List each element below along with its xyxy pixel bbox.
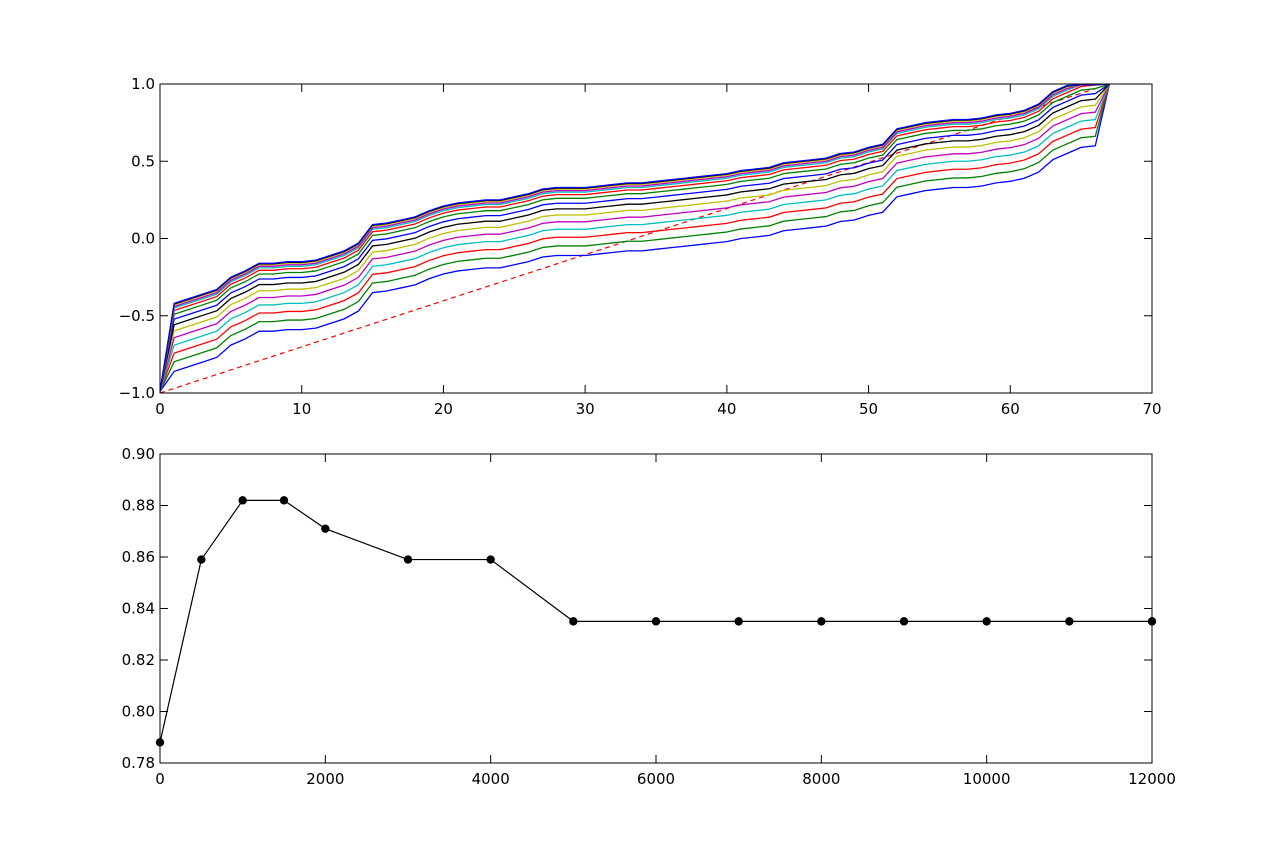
series-line-9 xyxy=(160,84,1110,392)
x-tick-label: 8000 xyxy=(802,770,840,788)
series-line-11 xyxy=(160,84,1110,392)
data-point xyxy=(238,496,247,505)
series-group xyxy=(160,84,1111,393)
data-point xyxy=(1065,617,1074,626)
data-point xyxy=(569,617,578,626)
data-point xyxy=(651,617,661,626)
plot-frame xyxy=(159,453,1153,764)
series-line-1 xyxy=(160,84,1111,392)
y-tick-label: 0.86 xyxy=(122,548,155,566)
data-point xyxy=(899,617,909,626)
data-point xyxy=(734,617,743,626)
y-tick-label: 0.90 xyxy=(122,445,155,463)
y-tick-label: 0.0 xyxy=(131,230,155,248)
series-line-13 xyxy=(160,84,1110,392)
data-point xyxy=(817,617,826,626)
series-line-4 xyxy=(160,84,1111,392)
series-line-12 xyxy=(160,84,1110,392)
y-tick-label: 0.78 xyxy=(122,754,155,772)
data-point xyxy=(403,555,413,564)
y-tick-label: −0.5 xyxy=(119,307,155,325)
plot-area xyxy=(160,84,1152,393)
x-tick-label: 20 xyxy=(434,400,453,418)
data-point xyxy=(1147,617,1157,626)
y-tick-label: 0.88 xyxy=(122,497,155,515)
top-line-chart: 0 10 20 30 40 50 60 70 −1.0 −0.5 0.0 0.5 1.0 xyxy=(119,75,1162,418)
bottom-line-chart: 0 2000 4000 6000 8000 10000 12000 0.78 0.80 0.82 0… xyxy=(122,445,1176,788)
x-tick-label: 40 xyxy=(717,400,736,418)
data-point xyxy=(982,617,991,626)
series-line-10 xyxy=(160,84,1110,392)
x-tick-label: 60 xyxy=(1001,400,1020,418)
series-line-6 xyxy=(160,84,1111,392)
x-tick-label: 12000 xyxy=(1128,770,1176,788)
x-tick-label: 30 xyxy=(576,400,595,418)
plot-frame xyxy=(159,83,1153,394)
series-line-5 xyxy=(160,84,1111,392)
x-tick-label: 6000 xyxy=(637,770,675,788)
y-tick-label: −1.0 xyxy=(119,384,155,402)
series-line-15 xyxy=(160,84,1110,392)
x-tick-label: 10 xyxy=(292,400,311,418)
data-point xyxy=(197,555,206,564)
data-point xyxy=(155,738,165,747)
y-tick-label: 0.5 xyxy=(131,152,155,170)
y-tick-label: 0.82 xyxy=(122,651,155,669)
x-tick-label: 0 xyxy=(155,400,165,418)
plot-area xyxy=(160,454,1152,763)
data-point xyxy=(279,496,289,505)
series-line-8 xyxy=(160,84,1110,392)
y-tick-label: 1.0 xyxy=(131,75,155,93)
x-tick-label: 4000 xyxy=(472,770,510,788)
y-tick-label: 0.84 xyxy=(122,600,155,618)
x-tick-label: 0 xyxy=(155,770,165,788)
data-point xyxy=(321,524,330,533)
x-tick-label: 10000 xyxy=(963,770,1011,788)
data-point xyxy=(486,555,495,564)
series-line-7 xyxy=(160,84,1110,392)
x-tick-label: 2000 xyxy=(306,770,344,788)
x-tick-label: 50 xyxy=(859,400,878,418)
series-line-2 xyxy=(160,84,1111,392)
y-tick-label: 0.80 xyxy=(122,703,155,721)
x-tick-label: 70 xyxy=(1142,400,1161,418)
series-line-3 xyxy=(160,84,1111,392)
